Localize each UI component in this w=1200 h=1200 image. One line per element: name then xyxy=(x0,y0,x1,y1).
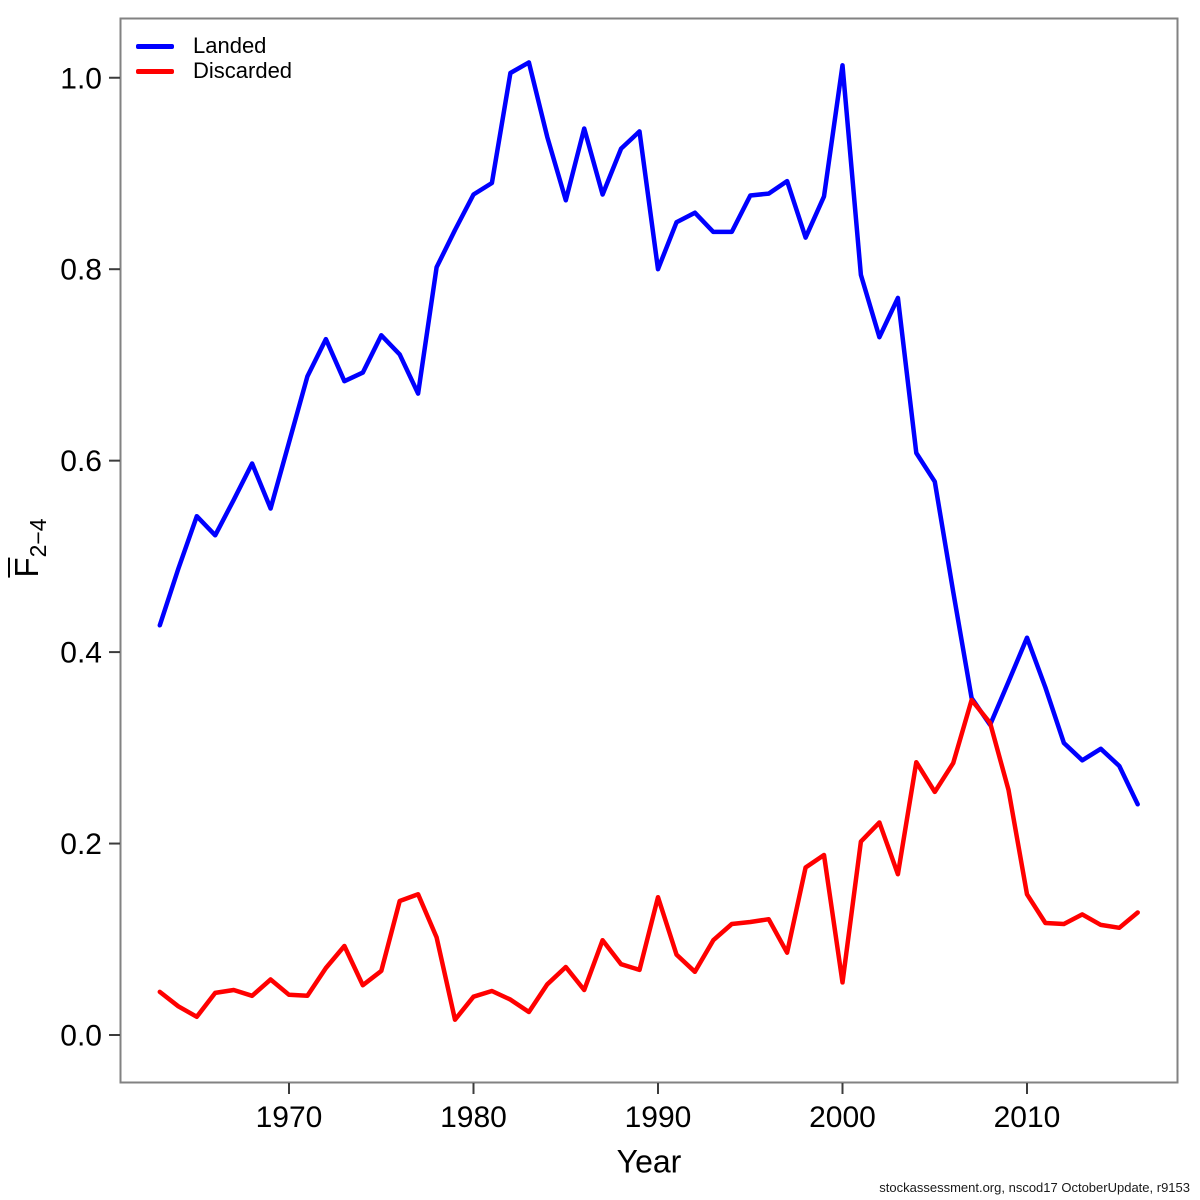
x-tick-label: 2010 xyxy=(994,1101,1061,1134)
y-tick-label: 0.0 xyxy=(60,1020,102,1053)
x-tick-label: 1990 xyxy=(625,1101,692,1134)
x-axis: 1970 1980 1990 2000 2010 xyxy=(256,1083,1061,1134)
legend-label-discarded: Discarded xyxy=(193,58,293,83)
y-tick-label: 0.4 xyxy=(60,637,102,670)
y-tick-label: 0.2 xyxy=(60,828,102,861)
y-axis-title: F2−4 xyxy=(8,518,52,578)
landed-series-line xyxy=(157,60,1140,807)
y-axis-title-base: F xyxy=(8,557,45,578)
y-tick-label: 0.8 xyxy=(60,254,102,287)
y-axis: 0.0 0.2 0.4 0.6 0.8 1.0 xyxy=(60,62,120,1053)
x-tick-label: 2000 xyxy=(809,1101,876,1134)
footer-credit: stockassessment.org, nscod17 OctoberUpda… xyxy=(879,1180,1190,1195)
landed-line-swatch xyxy=(136,43,174,49)
y-tick-label: 1.0 xyxy=(60,62,102,95)
discarded-series-line xyxy=(157,697,1140,1022)
y-axis-title-subscript: 2−4 xyxy=(25,518,51,558)
y-tick-label: 0.6 xyxy=(60,445,102,478)
legend: Landed Discarded xyxy=(136,35,292,82)
x-tick-label: 1980 xyxy=(440,1101,507,1134)
x-axis-title: Year xyxy=(616,1143,682,1180)
legend-item-discarded: Discarded xyxy=(136,60,292,82)
plot-border xyxy=(119,17,1179,1084)
legend-label-landed: Landed xyxy=(193,33,267,58)
legend-item-landed: Landed xyxy=(136,35,292,57)
x-tick-label: 1970 xyxy=(256,1101,323,1134)
discarded-line-swatch xyxy=(136,68,174,74)
